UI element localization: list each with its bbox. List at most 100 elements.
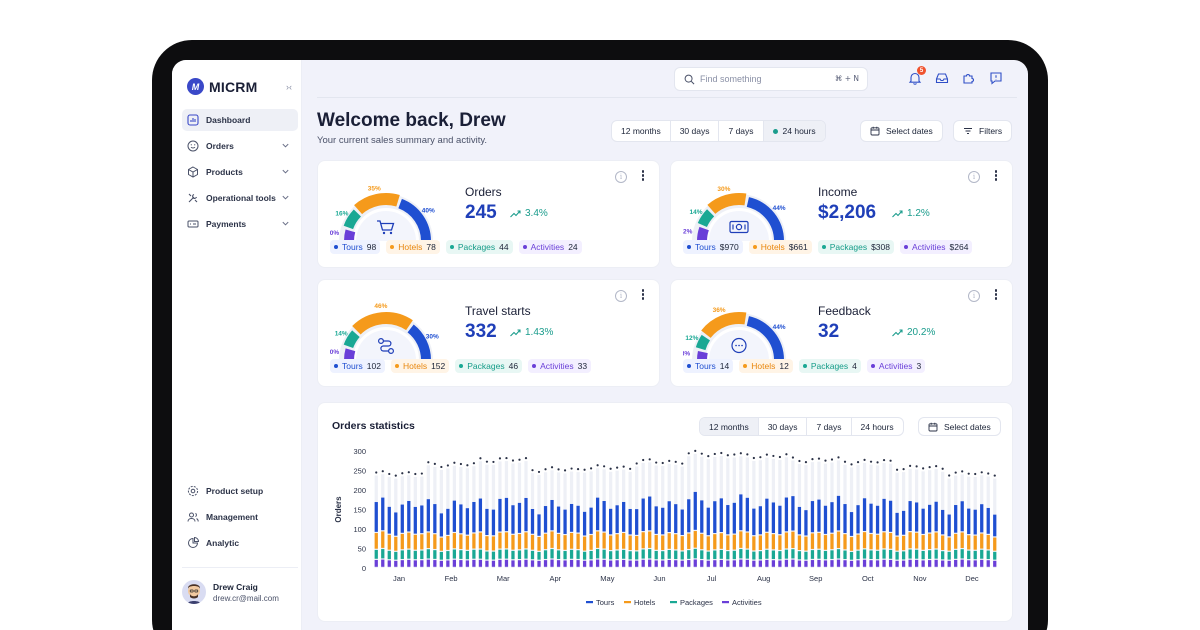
bar-tours [973,509,977,535]
bar-hotels [569,533,574,549]
bar-packages [928,550,932,559]
legend-label: Hotels [751,361,776,371]
sidebar-item-product-setup[interactable]: Product setup [182,480,298,502]
trend-point [798,459,801,463]
bar-activities [615,560,619,567]
help-button[interactable] [989,71,1003,85]
trend-point [596,464,599,467]
gauge-label-packages: 12% [685,335,698,342]
stats-range-12-months[interactable]: 12 months [700,418,759,435]
bar-tours [875,505,880,534]
more-options-icon[interactable] [641,289,645,301]
bar-hotels [993,537,997,551]
info-icon[interactable]: i [968,290,980,302]
legend-label: Packages [467,361,505,371]
legend-activities: Activities $264 [900,240,973,254]
bar-activities [928,560,932,567]
bar-packages [589,550,593,560]
stats-select-dates-button[interactable]: Select dates [918,417,1001,436]
bar-packages [719,550,723,559]
bar-packages [765,549,769,559]
bar-activities [830,560,834,567]
bar-activities [407,559,411,567]
sidebar-item-analytic[interactable]: Analytic [182,532,298,554]
info-icon[interactable]: i [615,171,627,183]
gauge-label-packages: 14% [689,209,702,216]
legend-label: Hotels [398,242,423,252]
money-icon [729,220,749,234]
card-title: Travel starts [465,304,531,318]
bar-activities [556,560,561,567]
gauge-chart: 8% 12% 36% 44% [683,307,786,360]
gauge-label-tours: 30% [426,333,439,340]
gauge-label-hotels: 36% [713,307,726,314]
sidebar-item-operational-tools[interactable]: Operational tools [182,187,298,209]
bar-hotels [752,536,756,551]
range-12-months[interactable]: 12 months [612,121,671,141]
bar-activities [726,560,730,567]
info-icon[interactable]: i [615,290,627,302]
integrations-button[interactable] [962,71,976,85]
bar-packages [394,551,398,560]
gauge-label-hotels: 30% [717,186,730,193]
sidebar-item-orders[interactable]: Orders [182,135,298,157]
card-change-value: 1.43% [525,327,554,338]
trend-point [518,458,521,461]
sidebar-item-payments[interactable]: Payments [182,213,298,235]
sidebar-item-dashboard[interactable]: Dashboard [182,109,298,131]
page-title: Welcome back, Drew [317,110,506,131]
bar-tours [602,501,606,532]
trend-point [759,456,762,459]
range-30-days[interactable]: 30 days [671,121,720,141]
bar-packages [661,551,665,560]
trend-point [589,467,593,470]
more-options-icon[interactable] [641,170,645,182]
collapse-sidebar-icon[interactable]: ›‹ [286,82,292,92]
bar-tours [804,510,808,536]
range-selector: 12 months 30 days 7 days 24 hours [611,120,826,142]
gauge-segment-packages [695,334,711,351]
stats-range-7-days[interactable]: 7 days [807,418,852,435]
bar-activities [778,560,782,567]
sidebar-item-management[interactable]: Management [182,506,298,528]
trend-point [954,471,957,474]
gauge-segment-packages [343,209,362,230]
bar-hotels [967,535,971,550]
brand[interactable]: M MICRM [187,78,257,95]
range-7-days[interactable]: 7 days [719,121,764,141]
stats-range-24-hours[interactable]: 24 hours [860,421,894,432]
orders-chart: 0 50 100 150 200 250 300 Orders Jan Feb Mar Apr May J… [334,447,997,607]
filters-button[interactable]: Filters [953,120,1013,142]
info-icon[interactable]: i [968,171,980,183]
x-tick-label: Apr [549,574,561,583]
bar-activities [563,560,567,567]
bar-hotels [465,535,470,550]
trend-point [511,459,515,462]
more-options-icon[interactable] [994,289,998,301]
stats-range-30-days[interactable]: 30 days [759,418,808,435]
user-profile[interactable]: Drew Craig drew.cr@mail.com [182,567,298,604]
legend-tours: Tours 98 [330,240,381,254]
trend-point [576,468,580,471]
select-dates-button[interactable]: Select dates [860,120,943,142]
bar-activities [576,560,580,567]
search-input[interactable]: Find something ⌘ + N [674,67,868,91]
bar-hotels [687,533,691,549]
trend-point [524,456,528,460]
more-options-icon[interactable] [994,170,998,182]
bar-tours [726,505,730,535]
inbox-button[interactable] [935,71,949,85]
bar-tours [472,501,476,533]
y-axis-label: Orders [334,496,343,523]
chart-legend-label: Activities [732,598,762,607]
bar-hotels [947,537,951,551]
sidebar-item-products[interactable]: Products [182,161,298,183]
bar-hotels [550,531,554,548]
gauge-chart: 10% 14% 46% 30% [330,303,439,360]
notifications-button[interactable]: 5 [908,66,926,85]
bar-tours [928,504,932,533]
bar-activities [934,559,938,567]
bar-tours [713,501,717,533]
range-24-hours[interactable]: 24 hours [763,121,825,141]
gauge-label-tours: 40% [422,208,435,215]
